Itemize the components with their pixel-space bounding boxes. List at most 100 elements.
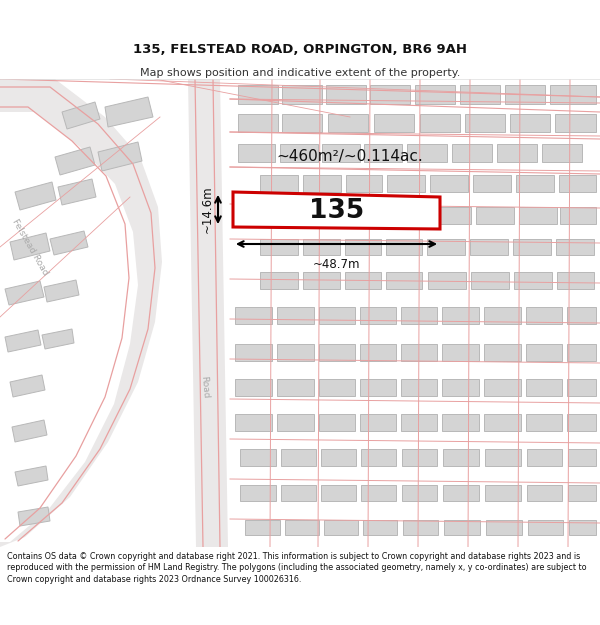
Polygon shape (401, 379, 437, 396)
Polygon shape (567, 414, 596, 431)
Polygon shape (430, 175, 468, 192)
Polygon shape (486, 520, 522, 535)
Polygon shape (485, 485, 521, 501)
Text: Road: Road (200, 376, 211, 399)
Polygon shape (452, 144, 492, 162)
Polygon shape (303, 272, 340, 289)
Polygon shape (277, 307, 314, 324)
Polygon shape (238, 144, 275, 162)
Polygon shape (324, 520, 358, 535)
Polygon shape (18, 507, 50, 526)
Polygon shape (319, 379, 355, 396)
Polygon shape (15, 182, 56, 210)
Polygon shape (235, 307, 272, 324)
Polygon shape (403, 520, 438, 535)
Polygon shape (12, 420, 47, 442)
Polygon shape (433, 207, 471, 224)
Polygon shape (280, 144, 318, 162)
Polygon shape (526, 307, 562, 324)
Polygon shape (62, 102, 100, 129)
Text: Contains OS data © Crown copyright and database right 2021. This information is : Contains OS data © Crown copyright and d… (7, 551, 587, 584)
Polygon shape (484, 414, 521, 431)
Polygon shape (321, 485, 356, 501)
Polygon shape (473, 175, 511, 192)
Polygon shape (401, 307, 437, 324)
Text: ~460m²/~0.114ac.: ~460m²/~0.114ac. (277, 149, 424, 164)
Polygon shape (10, 375, 45, 397)
Polygon shape (303, 239, 340, 255)
Polygon shape (360, 379, 396, 396)
Polygon shape (282, 114, 322, 132)
Polygon shape (527, 485, 562, 501)
Polygon shape (420, 114, 460, 132)
Polygon shape (542, 144, 582, 162)
Polygon shape (360, 344, 396, 361)
Polygon shape (557, 272, 594, 289)
Polygon shape (277, 344, 314, 361)
Polygon shape (402, 485, 437, 501)
Polygon shape (505, 85, 545, 104)
Polygon shape (0, 79, 162, 547)
Polygon shape (442, 344, 479, 361)
Polygon shape (528, 520, 563, 535)
Polygon shape (415, 85, 455, 104)
Polygon shape (319, 307, 355, 324)
Polygon shape (442, 414, 479, 431)
Polygon shape (345, 272, 381, 289)
Polygon shape (370, 85, 410, 104)
Polygon shape (238, 114, 278, 132)
Polygon shape (235, 344, 272, 361)
Polygon shape (188, 79, 228, 547)
Polygon shape (42, 329, 74, 349)
Text: ~14.6m: ~14.6m (201, 185, 214, 232)
Polygon shape (50, 231, 88, 255)
Polygon shape (526, 344, 562, 361)
Polygon shape (245, 520, 280, 535)
Polygon shape (401, 344, 437, 361)
Polygon shape (105, 97, 153, 127)
Polygon shape (444, 520, 480, 535)
Polygon shape (471, 272, 509, 289)
Polygon shape (363, 520, 397, 535)
Polygon shape (281, 485, 316, 501)
Polygon shape (519, 207, 557, 224)
Polygon shape (281, 449, 316, 466)
Polygon shape (322, 144, 360, 162)
Polygon shape (442, 379, 479, 396)
Polygon shape (497, 144, 537, 162)
Polygon shape (390, 207, 428, 224)
Polygon shape (277, 414, 314, 431)
Polygon shape (510, 114, 550, 132)
Polygon shape (402, 449, 437, 466)
Polygon shape (44, 280, 79, 302)
Polygon shape (260, 175, 298, 192)
Polygon shape (484, 379, 521, 396)
Polygon shape (560, 207, 596, 224)
Polygon shape (98, 142, 142, 171)
Polygon shape (484, 307, 521, 324)
Polygon shape (235, 379, 272, 396)
Polygon shape (526, 379, 562, 396)
Polygon shape (569, 520, 596, 535)
Polygon shape (386, 272, 422, 289)
Polygon shape (5, 330, 41, 352)
Polygon shape (238, 85, 278, 104)
Polygon shape (567, 379, 596, 396)
Polygon shape (326, 85, 366, 104)
Polygon shape (235, 414, 272, 431)
Polygon shape (476, 207, 514, 224)
Text: 135: 135 (309, 198, 364, 224)
Text: 135, FELSTEAD ROAD, ORPINGTON, BR6 9AH: 135, FELSTEAD ROAD, ORPINGTON, BR6 9AH (133, 43, 467, 56)
Polygon shape (346, 175, 382, 192)
Polygon shape (15, 466, 48, 486)
Polygon shape (568, 485, 596, 501)
Polygon shape (55, 147, 95, 175)
Polygon shape (427, 239, 465, 255)
Polygon shape (303, 175, 341, 192)
Polygon shape (386, 239, 422, 255)
Polygon shape (58, 179, 96, 205)
Polygon shape (374, 114, 414, 132)
Polygon shape (361, 449, 396, 466)
Polygon shape (556, 239, 594, 255)
Polygon shape (277, 379, 314, 396)
